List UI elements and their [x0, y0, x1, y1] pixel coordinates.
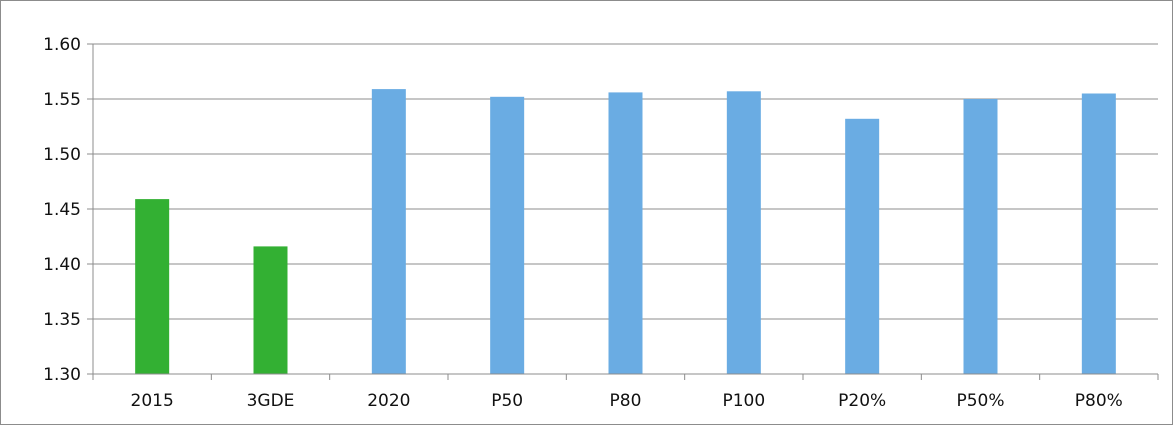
bar-2020	[371, 89, 406, 374]
x-tick-label: P80	[610, 391, 642, 411]
bar-p50-	[963, 99, 998, 374]
y-tick-labels: 1.30 1.35 1.40 1.45 1.50 1.55 1.60	[43, 35, 81, 385]
bar-p80-	[1081, 93, 1116, 374]
x-tick-label: 3GDE	[247, 391, 295, 411]
bar-p20-	[845, 118, 880, 374]
x-tick-label: P80%	[1075, 391, 1123, 411]
bars	[135, 89, 1116, 375]
x-tick-labels: 2015 3GDE 2020 P50 P80 P100 P20% P50% P80%	[131, 391, 1123, 411]
x-tick-label: P20%	[838, 391, 886, 411]
x-tick-label: 2020	[367, 391, 410, 411]
y-tick-label: 1.45	[43, 200, 81, 220]
bar-p50	[490, 96, 525, 375]
x-tick-label: P100	[722, 391, 765, 411]
y-tick-label: 1.55	[43, 90, 81, 110]
y-tick-label: 1.35	[43, 310, 81, 330]
x-tick-label: 2015	[131, 391, 174, 411]
y-tick-label: 1.30	[43, 365, 81, 385]
bar-2015	[135, 199, 170, 374]
bar-3gde	[253, 246, 288, 374]
bar-p80	[608, 92, 643, 375]
x-tick-label: P50	[491, 391, 523, 411]
axes	[92, 44, 1159, 380]
y-tick-label: 1.40	[43, 255, 81, 275]
y-tick-label: 1.50	[43, 145, 81, 165]
y-tick-label: 1.60	[43, 35, 81, 55]
x-tick-label: P50%	[956, 391, 1004, 411]
bar-p100	[726, 91, 761, 375]
